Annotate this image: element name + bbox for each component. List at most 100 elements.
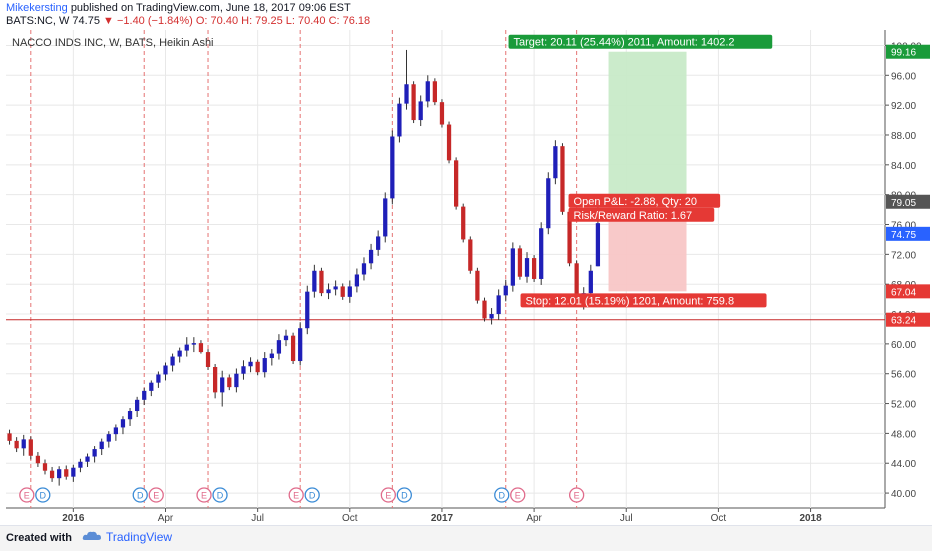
tradingview-logo[interactable]: TradingView (82, 530, 172, 544)
event-marker-label: E (515, 491, 521, 501)
price-tag: 79.05 (891, 198, 916, 209)
candle-body (177, 350, 182, 357)
candle-body (149, 382, 154, 391)
candle-body (446, 124, 452, 161)
x-tick-label: Oct (711, 513, 727, 524)
dividend-marker-icon (35, 487, 51, 503)
candle-body (531, 258, 537, 279)
x-tick-label: Apr (526, 513, 542, 524)
x-tick-label: 2017 (431, 513, 454, 524)
candle-body (127, 411, 133, 420)
candle-body (21, 439, 26, 449)
y-tick-label: 72.00 (891, 250, 916, 261)
target-label: Target: 20.11 (25.44%) 2011, Amount: 140… (514, 37, 735, 49)
event-marker-label: D (137, 491, 144, 501)
candle-body (503, 285, 508, 296)
brand-text: TradingView (106, 530, 173, 544)
candle-body (276, 340, 282, 354)
event-marker-label: E (293, 491, 299, 501)
candle-body (361, 263, 367, 275)
earnings-marker-icon (568, 487, 585, 503)
event-lines (30, 30, 578, 508)
candle-body (411, 84, 416, 121)
price-tag-box (886, 312, 930, 327)
x-tick-label: Apr (158, 513, 174, 524)
candle-body (588, 270, 593, 294)
candle-body (475, 270, 480, 301)
candle-body (517, 248, 523, 277)
event-marker-label: D (309, 491, 316, 501)
ohlc-text: O: 70.40 H: 79.25 L: 70.40 C: 76.18 (195, 15, 371, 27)
x-tick-label: 2018 (799, 513, 822, 524)
candle-body (305, 291, 310, 329)
price-tag-box (886, 44, 930, 59)
candle-body (85, 456, 90, 462)
candle-body (312, 270, 317, 292)
candle-body (347, 286, 352, 297)
position-zones (6, 51, 885, 321)
candle-body (156, 374, 161, 383)
candle-body (376, 236, 381, 250)
author-link[interactable]: Mikekersting (6, 2, 68, 14)
candle-body (404, 84, 409, 104)
candle-body (539, 228, 544, 279)
candle-body (262, 358, 267, 373)
event-marker-label: D (499, 491, 506, 501)
event-marker-label: E (24, 491, 30, 501)
candle-body (340, 286, 345, 297)
candle-body (333, 286, 338, 290)
candle-body (241, 366, 246, 374)
y-tick-label: 52.00 (891, 400, 916, 411)
candle-body (510, 248, 515, 286)
candle-body (454, 160, 459, 207)
candle-body (283, 335, 289, 341)
pnl-label-box (568, 193, 721, 208)
price-tag: 74.75 (891, 230, 916, 241)
y-tick-label: 56.00 (891, 370, 916, 381)
created-with-text: Created with (6, 532, 73, 544)
candle-body (35, 455, 41, 464)
symbol-text: BATS:NC, W (6, 15, 70, 27)
candle-body (298, 328, 303, 362)
candle-body (78, 461, 83, 468)
price-tag-box (886, 284, 930, 299)
candle-body (205, 352, 211, 367)
candle-body (142, 390, 147, 400)
candle-body (248, 361, 253, 367)
candle-body (7, 433, 12, 441)
y-tick-label: 76.00 (891, 221, 916, 232)
candle-body (234, 373, 239, 388)
risk-reward-label-box (568, 207, 715, 222)
x-tick-label: 2016 (62, 513, 85, 524)
candle-body (595, 223, 601, 267)
candle-body (212, 367, 218, 393)
candle-body (57, 469, 62, 479)
candle-body (227, 377, 232, 388)
event-marker-label: D (401, 491, 408, 501)
risk-reward-label: Risk/Reward Ratio: 1.67 (574, 210, 693, 222)
earnings-marker-icon (380, 487, 396, 503)
price-chart[interactable]: Target: 20.11 (25.44%) 2011, Amount: 140… (0, 0, 932, 525)
candle-body (489, 314, 494, 319)
candle-body (461, 206, 466, 240)
candle-body (574, 263, 579, 304)
candle-body (290, 335, 296, 362)
event-marker-label: D (40, 491, 47, 501)
candle-body (163, 365, 168, 375)
candle-body (220, 377, 225, 393)
candle-body (439, 102, 445, 125)
candle-body (64, 469, 69, 477)
dividend-marker-icon (304, 487, 320, 503)
candle-body (120, 419, 126, 428)
candle-body (113, 427, 119, 435)
chart-grid (6, 30, 886, 509)
last-price: 74.75 (72, 15, 100, 27)
candles (7, 49, 601, 486)
candle-body (546, 178, 551, 229)
y-tick-label: 96.00 (891, 71, 916, 82)
x-axis: 2016 Apr Jul Oct 2017 Apr Jul Oct 2018 (62, 508, 822, 524)
event-marker-label: E (153, 491, 159, 501)
candle-body (418, 101, 423, 121)
candle-body (390, 136, 395, 199)
y-tick-label: 84.00 (891, 161, 916, 172)
